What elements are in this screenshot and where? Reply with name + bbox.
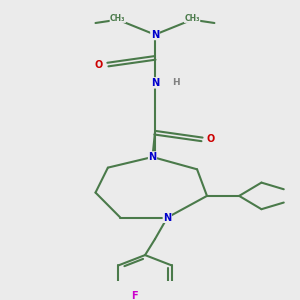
Text: O: O bbox=[95, 60, 103, 70]
Text: N: N bbox=[148, 152, 157, 162]
Text: N: N bbox=[163, 212, 171, 223]
Text: N: N bbox=[163, 212, 171, 223]
Text: N: N bbox=[151, 78, 159, 88]
Text: CH₃: CH₃ bbox=[184, 14, 200, 22]
Text: O: O bbox=[207, 134, 215, 144]
Text: H: H bbox=[172, 78, 180, 87]
Text: O: O bbox=[207, 134, 215, 144]
Text: N: N bbox=[151, 78, 159, 88]
Text: H: H bbox=[172, 78, 180, 87]
Text: O: O bbox=[95, 60, 103, 70]
Text: N: N bbox=[151, 30, 159, 40]
Text: F: F bbox=[131, 291, 137, 300]
Text: N: N bbox=[151, 30, 159, 40]
Text: F: F bbox=[131, 291, 137, 300]
Text: N: N bbox=[148, 152, 157, 162]
Text: CH₃: CH₃ bbox=[110, 14, 126, 22]
